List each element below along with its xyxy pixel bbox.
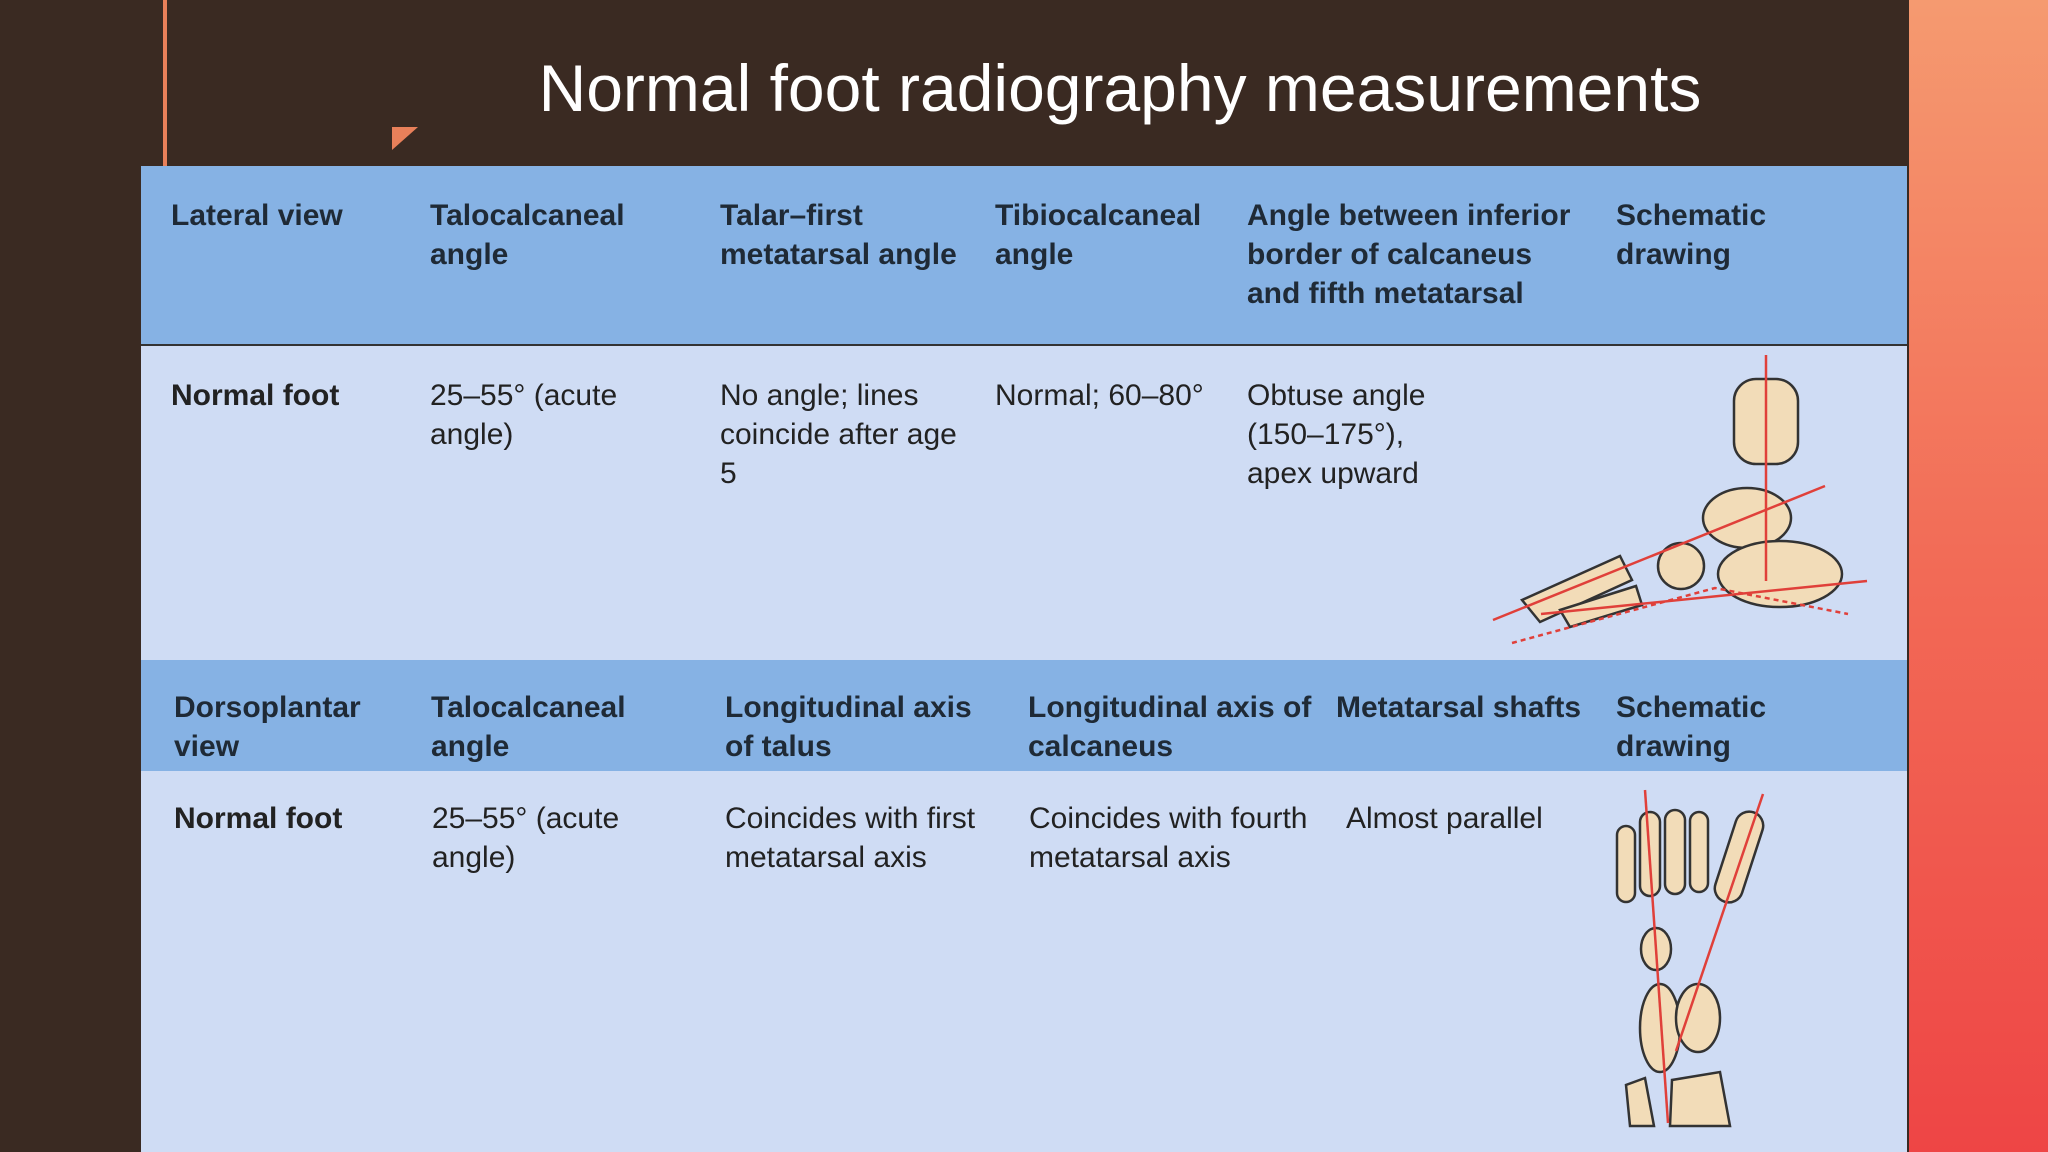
row-cell: Normal; 60–80° — [995, 379, 1204, 412]
header-cell: Talocalcaneal angle — [431, 691, 626, 763]
table-row: Normal foot 25–55° (acute angle) No angle;… — [141, 346, 1907, 660]
slide-title: Normal foot radiography measurements — [538, 51, 1702, 125]
header-cell: Schematic drawing — [1616, 691, 1767, 763]
header-cell: Angle between inferior border of calcane… — [1247, 199, 1571, 310]
row-cell: 25–55° (acute angle) — [430, 379, 618, 451]
row-cell: Almost parallel — [1346, 802, 1543, 835]
row-label: Normal foot — [174, 802, 343, 835]
header-cell: Tibiocalcaneal angle — [995, 199, 1202, 271]
header-cell: Talar–first metatarsal angle — [720, 199, 957, 271]
row-cell: No angle; lines coincide after age 5 — [720, 379, 957, 490]
dorsoplantar-schematic — [1615, 808, 1765, 1128]
row-cell: 25–55° (acute angle) — [432, 802, 620, 874]
table-header: Lateral view Talocalcaneal angle Talar–fir… — [141, 166, 1907, 346]
dorsoplantar-axes — [1643, 789, 1765, 1124]
header-cell: Talocalcaneal angle — [430, 199, 625, 271]
header-cell: Dorsoplantar view — [174, 691, 361, 763]
header-cell: Schematic drawing — [1616, 199, 1767, 271]
accent-line — [163, 0, 167, 166]
row-cell: Obtuse angle (150–175°), apex upward — [1247, 379, 1426, 490]
background-accent — [1909, 0, 2048, 1152]
row-cell: Coincides with first metatarsal axis — [725, 802, 976, 874]
table-row: Normal foot 25–55° (acute angle) Coincides… — [141, 771, 1907, 1152]
header-cell: Longitudinal axis of talus — [725, 691, 972, 763]
header-cell: Metatarsal shafts — [1336, 691, 1582, 724]
lateral-axes — [1492, 355, 1868, 645]
header-cell: Longitudinal axis of calcaneus — [1028, 691, 1312, 763]
accent-triangle — [392, 127, 418, 150]
header-cell: Lateral view — [171, 199, 343, 232]
row-cell: Coincides with fourth metatarsal axis — [1029, 802, 1308, 874]
row-label: Normal foot — [171, 379, 340, 412]
table-header: Dorsoplantar view Talocalcaneal angle Long… — [141, 660, 1907, 771]
